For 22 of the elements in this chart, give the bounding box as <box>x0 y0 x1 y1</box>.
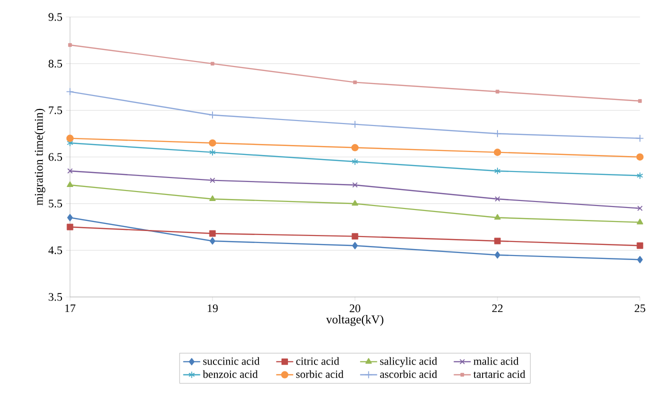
legend-label: citric acid <box>296 357 340 365</box>
x-tick-label: 20 <box>350 304 360 312</box>
x-tick-label: 17 <box>65 304 76 312</box>
legend-label: succinic acid <box>203 357 260 365</box>
x-tick-label: 25 <box>634 304 646 312</box>
legend-label: malic acid <box>474 357 519 365</box>
x-axis-title: voltage(kV) <box>326 315 384 326</box>
legend-label: tartaric acid <box>473 370 526 378</box>
y-tick-label: 8.5 <box>48 60 62 68</box>
x-tick-label: 19 <box>208 304 218 312</box>
y-tick-label: 7.5 <box>48 106 62 114</box>
legend-label: sorbic acid <box>296 370 344 378</box>
y-tick-label: 5.5 <box>48 200 62 208</box>
legend-label: salicylic acid <box>380 357 438 368</box>
x-tick-label: 22 <box>492 304 503 312</box>
y-tick-label: 9.5 <box>48 13 62 21</box>
y-tick-label: 4.5 <box>48 246 62 254</box>
legend-label: benzoic acid <box>202 370 258 378</box>
y-tick-label: 3.5 <box>48 293 62 301</box>
legend-label: ascorbic acid <box>380 370 438 378</box>
y-tick-label: 6.5 <box>48 153 62 161</box>
y-axis-title: migration time(min) <box>34 108 46 206</box>
